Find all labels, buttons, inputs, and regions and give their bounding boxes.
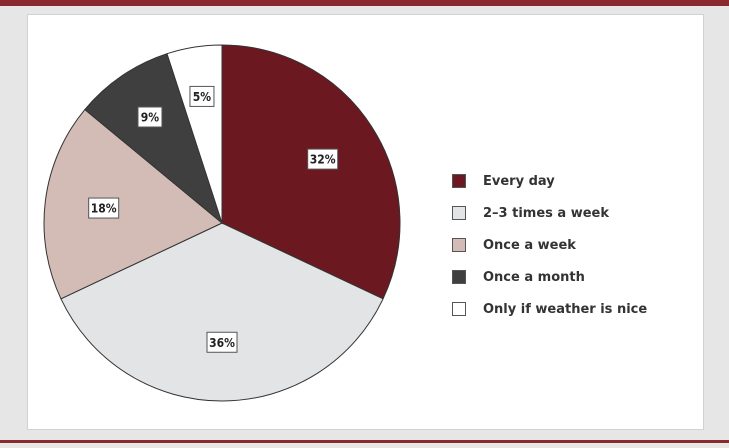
legend-swatch-3 [452, 270, 466, 284]
bottom-rule [0, 440, 729, 443]
slice-label-0: 32% [310, 153, 336, 167]
legend-label-3: Once a month [483, 269, 585, 285]
legend-swatch-4 [452, 302, 466, 316]
legend: Every day 2–3 times a week Once a week Once… [452, 165, 647, 325]
legend-swatch-2 [452, 238, 466, 252]
slice-label-box-0 [307, 148, 339, 170]
pie-slice-0 [221, 44, 401, 300]
legend-label-2: Once a week [483, 237, 576, 253]
pie-slice-2 [43, 108, 223, 300]
slice-label-4: 5% [193, 90, 212, 104]
slice-label-box-3 [137, 106, 163, 128]
pie-slice-3 [84, 53, 224, 225]
slice-label-box-4 [189, 85, 215, 107]
legend-item-2: Once a week [452, 229, 647, 261]
legend-item-4: Only if weather is nice [452, 293, 647, 325]
slice-label-1: 36% [209, 336, 235, 350]
legend-item-1: 2–3 times a week [452, 197, 647, 229]
legend-label-0: Every day [483, 173, 555, 189]
legend-item-3: Once a month [452, 261, 647, 293]
legend-swatch-0 [452, 174, 466, 188]
slice-label-3: 9% [141, 111, 160, 125]
slice-label-box-1 [206, 331, 238, 353]
slice-label-2: 18% [91, 202, 117, 216]
top-rule [0, 0, 729, 6]
pie-chart: 32% 36% 18% 9% 5% [43, 44, 401, 402]
legend-item-0: Every day [452, 165, 647, 197]
pie-slice-1 [60, 222, 384, 402]
legend-swatch-1 [452, 206, 466, 220]
legend-label-1: 2–3 times a week [483, 205, 610, 221]
chart-panel: 32% 36% 18% 9% 5% Every day 2–3 times a week O… [27, 14, 704, 430]
slice-label-box-2 [88, 197, 120, 219]
legend-label-4: Only if weather is nice [483, 301, 648, 317]
